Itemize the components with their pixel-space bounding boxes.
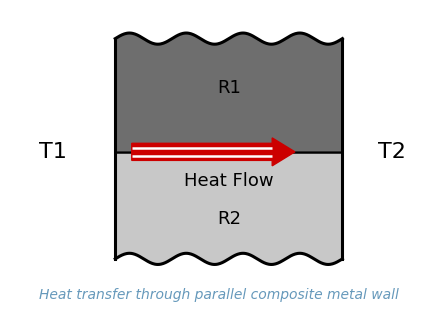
Polygon shape — [115, 152, 343, 264]
Text: R2: R2 — [217, 209, 241, 228]
Text: Heat transfer through parallel composite metal wall: Heat transfer through parallel composite… — [38, 288, 399, 301]
Text: T2: T2 — [378, 142, 406, 162]
Text: Heat Flow: Heat Flow — [184, 172, 274, 190]
Polygon shape — [115, 33, 343, 152]
FancyArrow shape — [132, 138, 295, 166]
Text: R1: R1 — [217, 79, 241, 97]
Text: T1: T1 — [39, 142, 67, 162]
